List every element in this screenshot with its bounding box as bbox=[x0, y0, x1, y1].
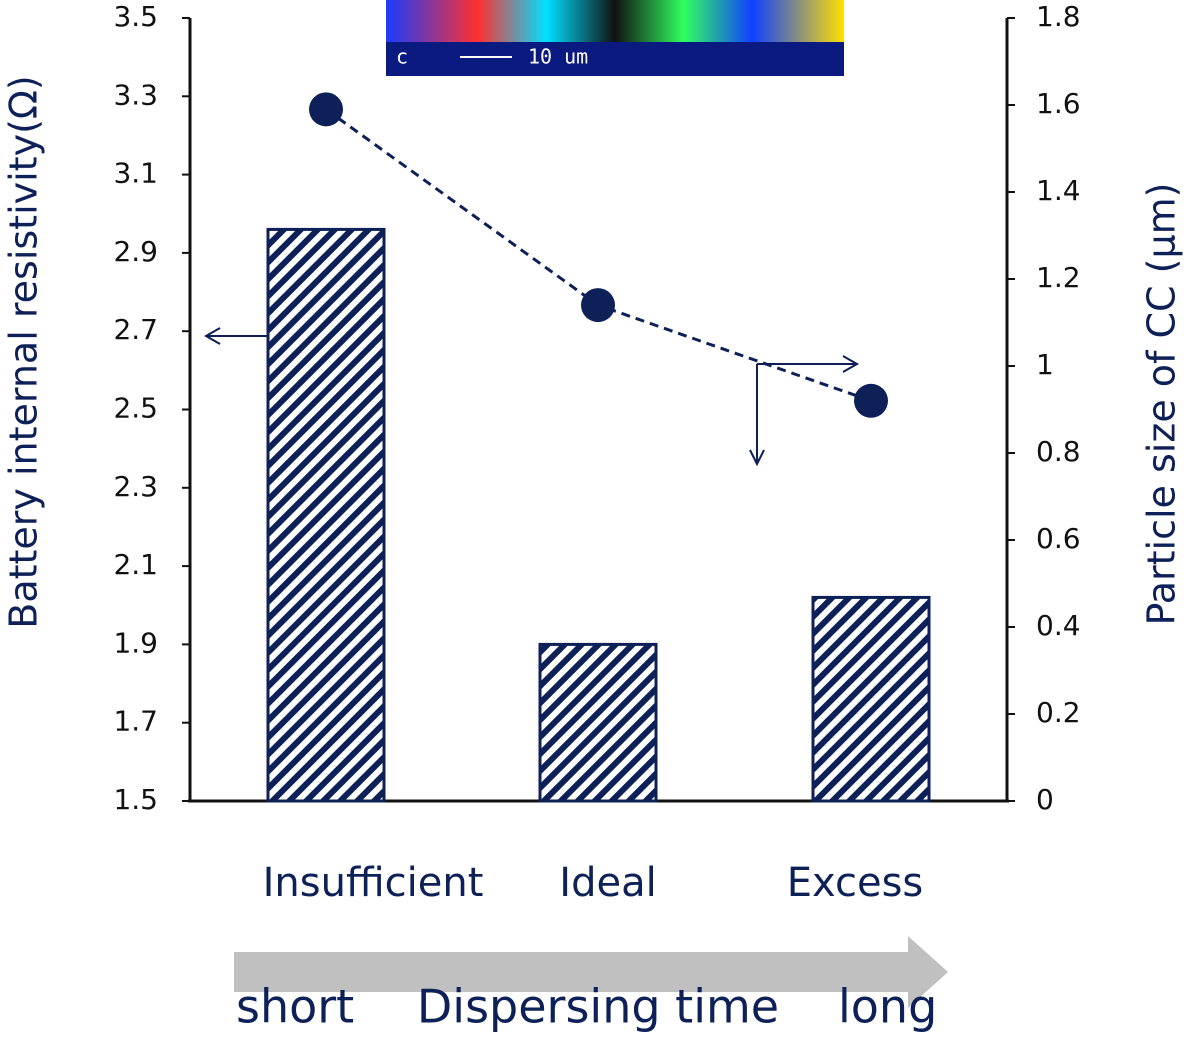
axis-arrows bbox=[203, 327, 860, 467]
y-tick-label: 3.1 bbox=[113, 157, 158, 190]
x-axis-label: Dispersing time bbox=[417, 980, 779, 1034]
inset-label: 10 um bbox=[528, 45, 588, 69]
annotation: long bbox=[838, 980, 937, 1034]
y2-axis-label: Particle size of CC (μm) bbox=[1140, 183, 1184, 626]
y2-tick-label: 0.2 bbox=[1036, 696, 1081, 729]
y-tick-label: 2.1 bbox=[113, 548, 158, 581]
y-tick-label: 2.3 bbox=[113, 470, 158, 503]
y2-tick-label: 1.6 bbox=[1036, 87, 1081, 120]
y2-tick-label: 0.6 bbox=[1036, 522, 1081, 555]
line bbox=[325, 108, 872, 403]
annotation: short bbox=[236, 980, 354, 1034]
y-tick-label: 3.5 bbox=[113, 0, 158, 33]
bar bbox=[811, 595, 931, 803]
y2-tick-label: 1.8 bbox=[1036, 0, 1081, 33]
bar bbox=[266, 227, 386, 803]
bar bbox=[538, 642, 658, 803]
y-axis-label: Battery internal resistivity(Ω) bbox=[2, 75, 46, 629]
point bbox=[309, 92, 343, 127]
inset-image: c 10 um bbox=[386, 0, 844, 76]
inset-label: c bbox=[396, 45, 408, 69]
y-tick-label: 1.7 bbox=[113, 705, 158, 738]
y2-tick-label: 0.4 bbox=[1036, 609, 1081, 642]
x-tick-label: Insufficient bbox=[263, 860, 484, 906]
y2-tick-label: 1.4 bbox=[1036, 174, 1081, 207]
x-tick-label: Ideal bbox=[559, 860, 656, 906]
x-tick-label: Excess bbox=[787, 860, 924, 906]
point bbox=[581, 288, 615, 323]
y-tick-label: 2.7 bbox=[113, 313, 158, 346]
y-tick-label: 3.3 bbox=[113, 78, 158, 111]
y-tick-label: 2.5 bbox=[113, 392, 158, 425]
y-tick-label: 1.9 bbox=[113, 626, 158, 659]
y-tick-label: 2.9 bbox=[113, 235, 158, 268]
point bbox=[854, 383, 888, 418]
y2-tick-label: 0.8 bbox=[1036, 435, 1081, 468]
y-tick-label: 1.5 bbox=[113, 783, 158, 816]
y2-tick-label: 0 bbox=[1036, 783, 1054, 816]
time-arrow bbox=[234, 936, 948, 1008]
y2-tick-label: 1.2 bbox=[1036, 261, 1081, 294]
y2-tick-label: 1 bbox=[1036, 348, 1054, 381]
